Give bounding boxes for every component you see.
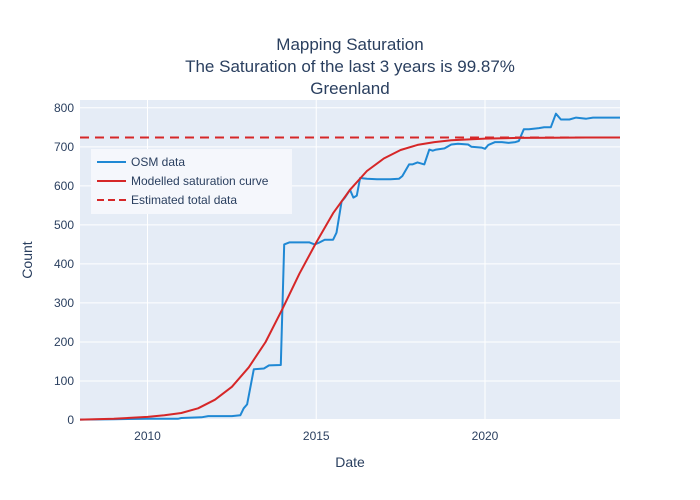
tick-layer: 0 100 200 300 400 500 600 700 800 2010 2015 2020 [54,101,499,443]
legend-item-estimated-total-data[interactable]: Estimated total data [97,193,237,207]
modelled-saturation-curve-line [79,136,620,421]
y-tick-label: 300 [54,296,74,310]
x-tick-label: 2010 [134,429,161,443]
y-tick-label: 100 [54,374,74,388]
y-tick-label: 200 [54,335,74,349]
legend[interactable]: OSM data Modelled saturation curve Estim… [91,149,292,214]
y-axis-title: Count [19,241,35,278]
series-layer [79,112,620,421]
chart-title-line-3: Greenland [310,79,389,98]
plot-area [80,100,620,420]
osm-data-line [79,112,620,421]
x-tick-label: 2015 [303,429,330,443]
y-tick-label: 400 [54,257,74,271]
y-tick-label: 0 [67,413,74,427]
y-tick-label: 800 [54,101,74,115]
x-axis-title: Date [335,454,365,470]
y-tick-label: 500 [54,218,74,232]
y-tick-label: 700 [54,140,74,154]
chart-title-line-1: Mapping Saturation [276,35,423,54]
legend-item-osm-data[interactable]: OSM data [97,155,185,169]
legend-label-estimated-total: Estimated total data [131,193,237,207]
x-tick-label: 2020 [472,429,499,443]
y-tick-label: 600 [54,179,74,193]
chart-title-line-2: The Saturation of the last 3 years is 99… [185,57,515,76]
legend-label-modelled-curve: Modelled saturation curve [131,174,269,188]
legend-label-osm-data: OSM data [131,155,185,169]
legend-item-modelled-saturation-curve[interactable]: Modelled saturation curve [97,174,269,188]
